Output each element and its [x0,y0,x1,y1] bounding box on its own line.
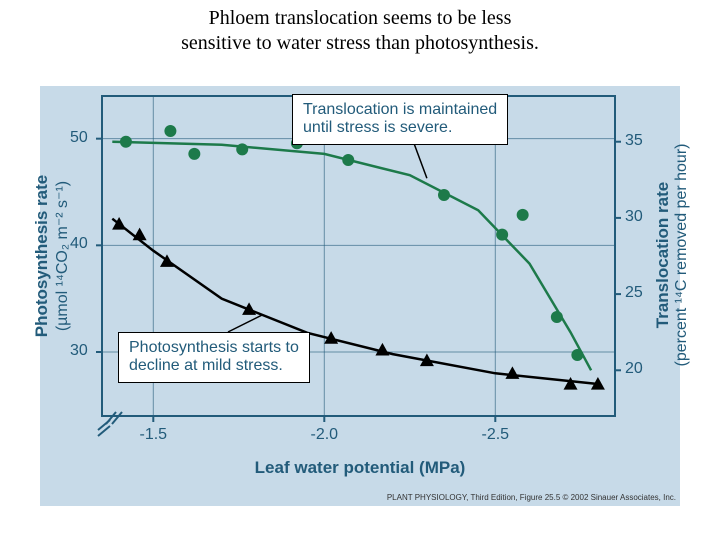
x-axis-label: Leaf water potential (MPa) [40,458,680,478]
annotation-translocation: Translocation is maintained until stress… [292,94,508,145]
title-line-2: sensitive to water stress than photosynt… [181,32,539,54]
chart-svg [40,86,680,506]
title-line-1: Phloem translocation seems to be less [209,7,512,29]
y-left-unit: (µmol ¹⁴CO₂ m⁻² s⁻¹) [52,96,72,416]
credit-line: PLANT PHYSIOLOGY, Third Edition, Figure … [387,493,676,502]
y-right-label: Translocation rate (percent ¹⁴C removed … [653,75,691,435]
annotation-photosynthesis: Photosynthesis starts to decline at mild… [118,332,310,383]
y-right-unit: (percent ¹⁴C removed per hour) [673,75,691,435]
chart-container: Photosynthesis rate (µmol ¹⁴CO₂ m⁻² s⁻¹)… [40,86,680,506]
page-title: Phloem translocation seems to be less se… [0,6,720,56]
y-left-label: Photosynthesis rate (µmol ¹⁴CO₂ m⁻² s⁻¹) [32,96,72,416]
